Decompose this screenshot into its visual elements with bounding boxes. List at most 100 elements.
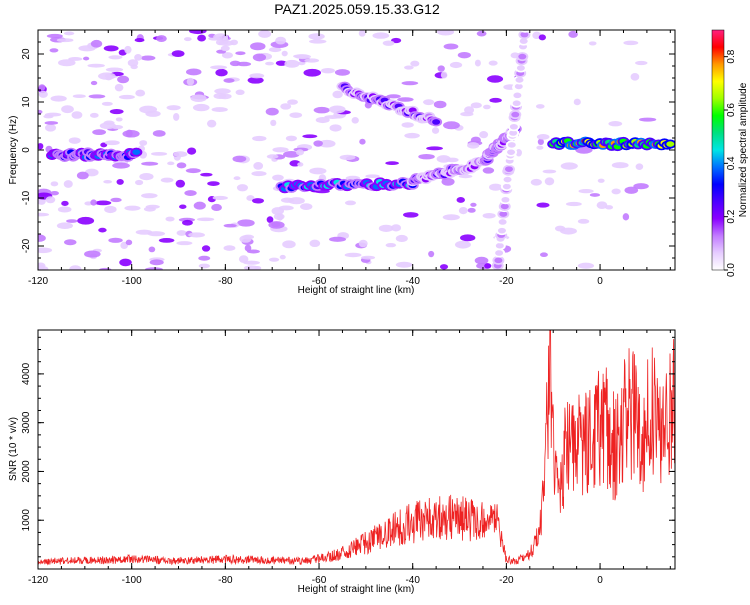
noise-blob — [198, 263, 210, 269]
x-tick-label: -40 — [405, 575, 420, 586]
noise-blob — [537, 138, 544, 145]
noise-blob — [251, 171, 267, 177]
noise-blob — [458, 174, 473, 179]
snr-y-label: SNR (10 * v/v) — [8, 417, 19, 481]
noise-blob — [197, 34, 206, 42]
feature-core — [502, 183, 511, 190]
noise-blob — [404, 132, 420, 139]
noise-blob — [308, 33, 325, 40]
noise-blob — [243, 265, 259, 270]
noise-blob — [152, 130, 166, 137]
y-tick-label: 1000 — [21, 509, 32, 532]
noise-blob — [482, 213, 496, 219]
noise-blob — [214, 88, 231, 95]
noise-blob — [49, 48, 59, 53]
noise-blob — [119, 258, 132, 267]
feature-core — [501, 196, 510, 203]
noise-blob — [443, 43, 459, 50]
noise-blob — [265, 61, 275, 66]
noise-blob — [56, 38, 74, 43]
noise-blob — [165, 216, 175, 222]
noise-blob — [184, 37, 192, 42]
noise-blob — [378, 224, 394, 232]
noise-blob — [293, 54, 309, 59]
noise-blob — [428, 250, 435, 258]
noise-blob — [104, 205, 117, 214]
colorbar-bar — [711, 29, 725, 271]
noise-blob — [332, 90, 343, 99]
noise-blob — [577, 262, 595, 269]
noise-blob — [212, 195, 228, 201]
noise-blob — [300, 203, 313, 211]
noise-blob — [283, 150, 300, 158]
feature-core — [509, 123, 518, 130]
noise-blob — [196, 217, 215, 222]
noise-blob — [303, 68, 322, 77]
noise-blob — [573, 98, 581, 106]
feature-core — [513, 92, 522, 99]
noise-blob — [622, 213, 630, 221]
noise-blob — [536, 133, 550, 140]
noise-blob — [192, 103, 210, 112]
noise-blob — [575, 145, 593, 154]
noise-blob — [134, 53, 143, 61]
noise-blob — [246, 195, 255, 202]
noise-blob — [297, 61, 306, 66]
noise-blob — [220, 45, 230, 52]
noise-blob — [395, 261, 413, 268]
noise-blob — [309, 167, 327, 175]
noise-blob — [344, 200, 357, 206]
noise-blob — [470, 136, 481, 144]
x-tick-label: -20 — [499, 276, 514, 287]
noise-blob — [38, 143, 44, 150]
noise-blob — [565, 201, 582, 207]
noise-blob — [329, 124, 342, 132]
feature-core — [494, 257, 503, 264]
noise-blob — [173, 151, 188, 158]
y-tick-label: -20 — [21, 238, 32, 253]
noise-blob — [329, 105, 346, 114]
noise-blob — [309, 239, 321, 248]
noise-blob — [124, 205, 141, 211]
noise-blob — [108, 55, 123, 60]
noise-blob — [275, 36, 287, 45]
noise-blob — [365, 174, 380, 179]
noise-blob — [458, 206, 468, 215]
noise-blob — [633, 183, 649, 190]
spectrogram-x-label: Height of straight line (km) — [298, 285, 415, 296]
feature-core — [499, 211, 508, 217]
noise-blob — [268, 257, 280, 262]
noise-blob — [77, 216, 95, 225]
noise-blob — [213, 33, 229, 41]
noise-blob — [182, 219, 193, 226]
noise-blob — [44, 123, 57, 132]
noise-blob — [258, 30, 272, 38]
noise-blob — [530, 178, 542, 186]
noise-blob — [433, 100, 447, 109]
colorbar-gradient — [711, 29, 725, 271]
noise-blob — [115, 117, 123, 122]
noise-blob — [271, 221, 281, 228]
noise-blob — [426, 146, 443, 151]
noise-blob — [223, 245, 236, 251]
noise-blob — [101, 101, 113, 106]
noise-blob — [437, 65, 445, 72]
feature-core — [515, 77, 524, 83]
noise-blob — [638, 117, 657, 122]
noise-blob — [236, 184, 248, 192]
spectral-feature-2 — [406, 155, 494, 187]
noise-blob — [410, 60, 420, 67]
noise-blob — [92, 129, 106, 136]
spectral-feature-6 — [491, 30, 531, 270]
noise-blob — [539, 252, 548, 258]
feature-core — [519, 38, 528, 44]
noise-blob — [198, 255, 211, 261]
noise-blob — [474, 256, 489, 265]
noise-blob — [139, 173, 154, 181]
noise-blob — [358, 239, 368, 248]
noise-blob — [359, 138, 366, 145]
noise-blob — [334, 69, 351, 76]
noise-blob — [265, 107, 279, 116]
